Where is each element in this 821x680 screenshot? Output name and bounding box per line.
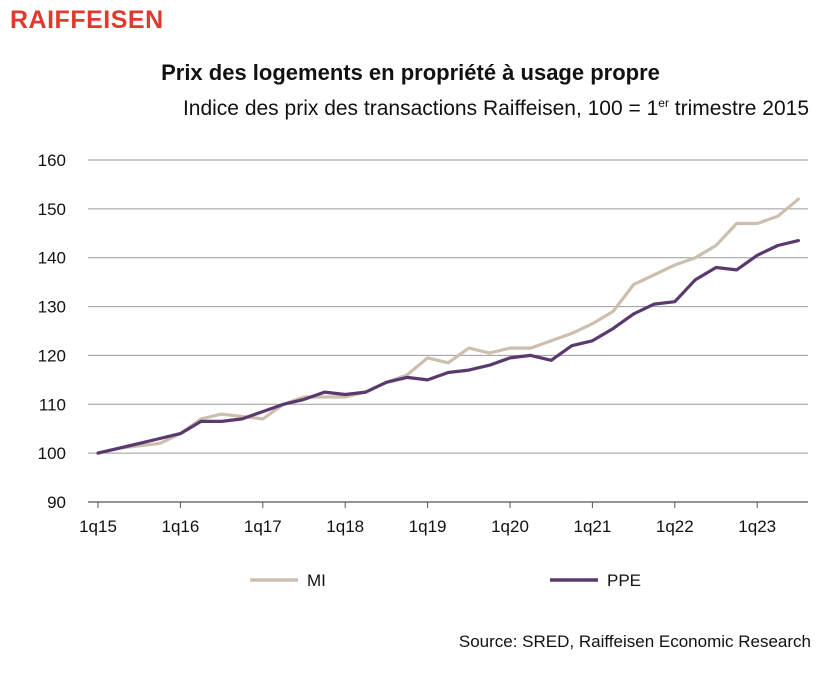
subtitle-main: Indice des prix des transactions Raiffei…	[182, 97, 659, 120]
y-tick-label: 110	[39, 395, 66, 414]
subtitle-superscript: er	[658, 96, 669, 110]
y-tick-label: 120	[38, 346, 66, 365]
y-tick-label: 130	[38, 298, 66, 317]
chart-subtitle: Indice des prix des transactions Raiffei…	[183, 96, 809, 121]
chart-title: Prix des logements en propriété à usage …	[161, 60, 660, 85]
y-tick-label: 100	[38, 444, 66, 463]
x-axis-ticks: 1q15 1q16 1q17 1q18 1q19 1q20 1q21 1q22 1q23	[79, 502, 776, 536]
x-tick-label: 1q22	[656, 517, 694, 536]
x-tick-label: 1q19	[409, 517, 447, 536]
x-tick-label: 1q17	[244, 517, 282, 536]
y-tick-label: 160	[38, 151, 66, 170]
subtitle-end: trimestre 2015	[668, 97, 809, 120]
data-series	[96, 197, 801, 455]
x-tick-label: 1q15	[79, 517, 117, 536]
x-tick-label: 1q20	[491, 517, 529, 536]
y-tick-label: 90	[47, 493, 66, 512]
legend-label-ppe: PPE	[607, 571, 641, 590]
legend-label-mi: MI	[307, 571, 326, 590]
x-tick-label: 1q21	[573, 517, 611, 536]
source-note: Source: SRED, Raiffeisen Economic Resear…	[458, 632, 811, 651]
y-tick-label: 150	[38, 200, 66, 219]
x-tick-label: 1q23	[738, 517, 776, 536]
x-tick-label: 1q18	[326, 517, 364, 536]
y-tick-label: 140	[38, 249, 66, 268]
raiffeisen-logo: RAIFFEISEN	[10, 6, 164, 34]
grid-lines	[88, 159, 808, 503]
x-tick-label: 1q16	[161, 517, 199, 536]
y-axis-ticks: 90 100 110 120 130 140 150 160	[38, 151, 66, 512]
series-line-mi	[96, 197, 801, 455]
legend: MI PPE	[250, 571, 641, 590]
series-line-ppe	[96, 239, 801, 455]
